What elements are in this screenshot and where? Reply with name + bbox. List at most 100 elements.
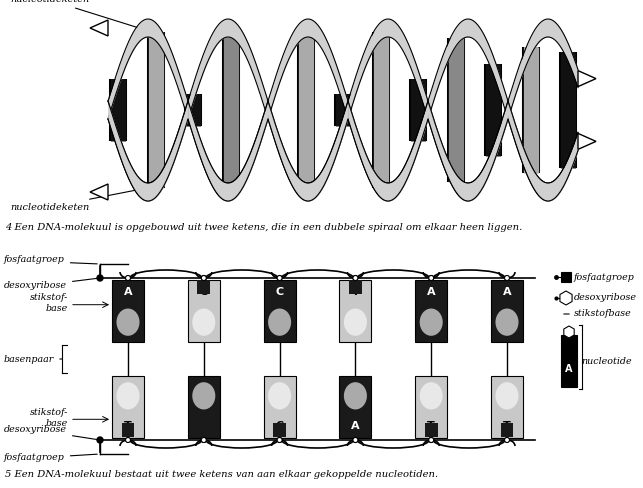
- Bar: [188, 280, 220, 342]
- Polygon shape: [578, 133, 596, 149]
- Ellipse shape: [496, 382, 518, 409]
- Ellipse shape: [344, 382, 367, 409]
- Circle shape: [201, 276, 206, 281]
- Ellipse shape: [192, 308, 215, 336]
- Circle shape: [278, 276, 282, 280]
- Text: base: base: [46, 419, 68, 428]
- Text: basenpaar: basenpaar: [4, 354, 62, 364]
- Circle shape: [202, 276, 206, 280]
- Polygon shape: [578, 71, 596, 86]
- Circle shape: [429, 438, 433, 443]
- Text: A: A: [427, 287, 435, 297]
- Bar: [415, 376, 447, 438]
- Circle shape: [125, 438, 131, 443]
- Circle shape: [126, 438, 130, 442]
- Circle shape: [202, 438, 206, 442]
- Text: 4 Een DNA-molekuul is opgebouwd uit twee ketens, die in een dubbele spiraal om e: 4 Een DNA-molekuul is opgebouwd uit twee…: [5, 223, 522, 232]
- Polygon shape: [560, 291, 572, 305]
- Ellipse shape: [420, 308, 443, 336]
- Circle shape: [353, 438, 358, 443]
- Circle shape: [201, 438, 206, 443]
- Bar: [561, 335, 577, 387]
- Bar: [501, 423, 513, 437]
- Bar: [415, 280, 447, 342]
- Bar: [340, 376, 372, 438]
- Circle shape: [278, 438, 282, 442]
- Circle shape: [429, 276, 433, 281]
- Text: fosfaatgroep: fosfaatgroep: [4, 453, 97, 463]
- Text: base: base: [46, 304, 68, 313]
- Bar: [112, 280, 144, 342]
- Text: stikstof-: stikstof-: [30, 293, 68, 302]
- Circle shape: [277, 276, 282, 281]
- Text: T: T: [428, 421, 435, 431]
- Polygon shape: [90, 184, 108, 200]
- Circle shape: [126, 276, 130, 280]
- Ellipse shape: [268, 382, 291, 409]
- Text: nucleotide: nucleotide: [581, 357, 631, 366]
- Bar: [264, 376, 296, 438]
- Bar: [561, 272, 571, 282]
- Circle shape: [277, 438, 282, 443]
- Text: T: T: [124, 421, 132, 431]
- Text: stikstof-: stikstof-: [30, 408, 68, 417]
- Circle shape: [277, 276, 282, 281]
- Bar: [425, 423, 438, 437]
- Circle shape: [354, 438, 358, 442]
- Text: desoxyribose: desoxyribose: [4, 426, 97, 440]
- Circle shape: [201, 276, 206, 281]
- Bar: [349, 280, 362, 294]
- Bar: [264, 280, 296, 342]
- Circle shape: [353, 276, 358, 281]
- Text: T: T: [352, 287, 359, 297]
- Ellipse shape: [344, 308, 367, 336]
- Circle shape: [505, 276, 509, 281]
- Circle shape: [505, 438, 509, 442]
- Text: fosfaatgroep: fosfaatgroep: [574, 272, 635, 282]
- Text: nucleotideketen: nucleotideketen: [10, 186, 148, 211]
- Text: desoxyribose: desoxyribose: [574, 293, 637, 303]
- Circle shape: [353, 438, 358, 443]
- Circle shape: [429, 438, 433, 442]
- Bar: [491, 280, 523, 342]
- Text: stikstofbase: stikstofbase: [574, 309, 632, 319]
- Circle shape: [505, 438, 509, 443]
- Text: C: C: [276, 421, 284, 431]
- Text: A: A: [123, 287, 132, 297]
- Text: C: C: [200, 287, 208, 297]
- Bar: [197, 280, 210, 294]
- Circle shape: [125, 276, 131, 281]
- Ellipse shape: [496, 308, 518, 336]
- Ellipse shape: [116, 382, 140, 409]
- Ellipse shape: [116, 308, 140, 336]
- Text: 5 Een DNA-molekuul bestaat uit twee ketens van aan elkaar gekoppelde nucleotiden: 5 Een DNA-molekuul bestaat uit twee kete…: [5, 470, 438, 479]
- Text: A: A: [351, 421, 359, 431]
- Circle shape: [201, 438, 206, 443]
- Circle shape: [97, 437, 103, 443]
- Text: A: A: [503, 287, 511, 297]
- Text: desoxyribose: desoxyribose: [4, 278, 97, 290]
- Polygon shape: [90, 20, 108, 36]
- Circle shape: [97, 275, 103, 281]
- Bar: [491, 376, 523, 438]
- Text: nucleotideketen: nucleotideketen: [10, 0, 151, 33]
- Circle shape: [354, 276, 358, 280]
- Ellipse shape: [268, 308, 291, 336]
- Bar: [340, 280, 372, 342]
- Circle shape: [429, 438, 433, 443]
- Ellipse shape: [420, 382, 443, 409]
- Circle shape: [505, 276, 509, 280]
- Text: fosfaatgroep: fosfaatgroep: [4, 256, 97, 264]
- Circle shape: [429, 276, 433, 280]
- Text: C: C: [276, 287, 284, 297]
- Text: A: A: [565, 364, 573, 374]
- Circle shape: [429, 276, 433, 281]
- Circle shape: [277, 438, 282, 443]
- Circle shape: [353, 276, 358, 281]
- Text: T: T: [503, 421, 511, 431]
- Bar: [273, 423, 286, 437]
- Bar: [188, 376, 220, 438]
- Ellipse shape: [192, 382, 215, 409]
- Bar: [122, 423, 134, 437]
- Bar: [112, 376, 144, 438]
